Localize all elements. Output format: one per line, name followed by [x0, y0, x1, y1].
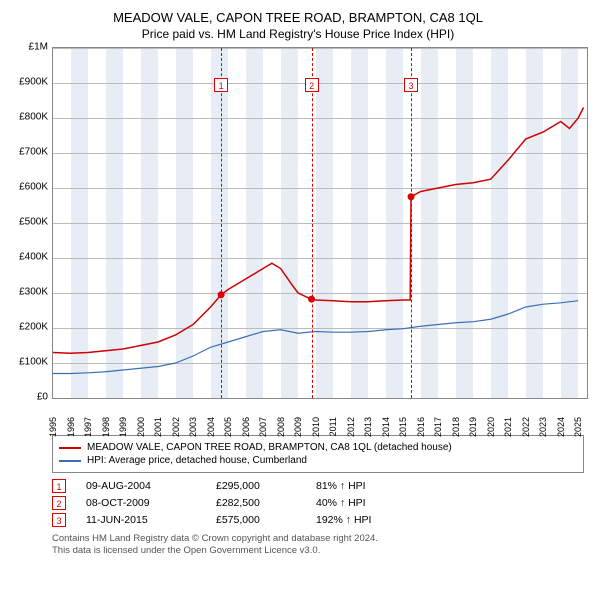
x-tick-label: 2011 [328, 417, 338, 436]
y-tick-label: £800K [19, 112, 48, 123]
x-tick-label: 1998 [101, 417, 111, 437]
sale-diff: 192% ↑ HPI [316, 514, 371, 526]
x-tick-label: 2021 [503, 417, 513, 437]
title-line-2: Price paid vs. HM Land Registry's House … [8, 27, 588, 41]
title-line-1: MEADOW VALE, CAPON TREE ROAD, BRAMPTON, … [8, 10, 588, 25]
x-tick-label: 2013 [363, 417, 373, 437]
x-tick-label: 2020 [486, 417, 496, 437]
y-tick-label: £500K [19, 217, 48, 228]
legend-row: MEADOW VALE, CAPON TREE ROAD, BRAMPTON, … [59, 442, 577, 453]
x-tick-label: 2002 [171, 417, 181, 437]
sale-number-box: 2 [52, 496, 66, 510]
x-tick-label: 1996 [66, 417, 76, 437]
x-tick-label: 2025 [573, 417, 583, 437]
series-line [53, 108, 583, 354]
x-tick-label: 2022 [521, 417, 531, 437]
x-tick-label: 2006 [241, 417, 251, 437]
x-tick-label: 2004 [206, 417, 216, 437]
sale-diff: 40% ↑ HPI [316, 497, 366, 509]
x-tick-label: 2010 [311, 417, 321, 437]
chart-area: £0 £100K £200K £300K £400K £500K £600K £700K £80… [8, 47, 588, 427]
x-tick-label: 1999 [118, 417, 128, 437]
event-marker-box: 3 [404, 78, 418, 92]
x-tick-label: 2016 [416, 417, 426, 437]
chart-titles: MEADOW VALE, CAPON TREE ROAD, BRAMPTON, … [8, 10, 588, 41]
sale-row: 2 08-OCT-2009 £282,500 40% ↑ HPI [52, 496, 584, 510]
sale-number-box: 3 [52, 513, 66, 527]
x-tick-label: 2023 [538, 417, 548, 437]
x-tick-label: 2009 [293, 417, 303, 437]
event-line [312, 48, 313, 398]
attribution: Contains HM Land Registry data © Crown c… [52, 533, 584, 558]
legend-row: HPI: Average price, detached house, Cumb… [59, 455, 577, 466]
sale-price: £295,000 [216, 480, 296, 492]
plot-region: 1 2 3 [52, 47, 588, 399]
legend: MEADOW VALE, CAPON TREE ROAD, BRAMPTON, … [52, 435, 584, 473]
sale-date: 11-JUN-2015 [86, 514, 196, 526]
sale-date: 08-OCT-2009 [86, 497, 196, 509]
y-tick-label: £0 [37, 392, 48, 403]
x-tick-label: 2001 [153, 417, 163, 437]
legend-swatch [59, 460, 81, 462]
event-marker-box: 1 [214, 78, 228, 92]
x-axis: 1995199619971998199920002001200220032004… [52, 399, 588, 427]
x-tick-label: 2024 [556, 417, 566, 437]
x-tick-label: 2018 [451, 417, 461, 437]
sale-diff: 81% ↑ HPI [316, 480, 366, 492]
x-tick-label: 2019 [468, 417, 478, 437]
attribution-line-1: Contains HM Land Registry data © Crown c… [52, 533, 584, 545]
sale-price: £575,000 [216, 514, 296, 526]
x-tick-label: 2005 [223, 417, 233, 437]
x-tick-label: 2012 [346, 417, 356, 437]
event-marker-box: 2 [305, 78, 319, 92]
y-tick-label: £600K [19, 182, 48, 193]
y-axis: £0£100K£200K£300K£400K£500K£600K£700K£80… [8, 47, 52, 399]
sale-row: 3 11-JUN-2015 £575,000 192% ↑ HPI [52, 513, 584, 527]
x-tick-label: 2003 [188, 417, 198, 437]
y-tick-label: £1M [29, 42, 48, 53]
y-tick-label: £700K [19, 147, 48, 158]
x-tick-label: 2014 [381, 417, 391, 437]
series-line [53, 301, 578, 374]
legend-label: MEADOW VALE, CAPON TREE ROAD, BRAMPTON, … [87, 442, 452, 453]
x-tick-label: 2015 [398, 417, 408, 437]
sale-date: 09-AUG-2004 [86, 480, 196, 492]
sales-table: 1 09-AUG-2004 £295,000 81% ↑ HPI 2 08-OCT-200… [52, 479, 584, 527]
chart-svg [53, 48, 587, 398]
legend-label: HPI: Average price, detached house, Cumb… [87, 455, 307, 466]
event-line [221, 48, 222, 398]
attribution-line-2: This data is licensed under the Open Gov… [52, 545, 584, 557]
y-tick-label: £400K [19, 252, 48, 263]
x-tick-label: 1997 [83, 417, 93, 437]
x-tick-label: 1995 [48, 417, 58, 437]
sale-number-box: 1 [52, 479, 66, 493]
y-tick-label: £900K [19, 77, 48, 88]
y-tick-label: £100K [19, 357, 48, 368]
y-tick-label: £300K [19, 287, 48, 298]
x-tick-label: 2008 [276, 417, 286, 437]
event-line [411, 48, 412, 398]
legend-swatch [59, 447, 81, 449]
x-tick-label: 2000 [136, 417, 146, 437]
x-tick-label: 2017 [433, 417, 443, 437]
sale-price: £282,500 [216, 497, 296, 509]
chart-container: MEADOW VALE, CAPON TREE ROAD, BRAMPTON, … [0, 0, 600, 590]
x-tick-label: 2007 [258, 417, 268, 437]
sale-row: 1 09-AUG-2004 £295,000 81% ↑ HPI [52, 479, 584, 493]
y-tick-label: £200K [19, 322, 48, 333]
